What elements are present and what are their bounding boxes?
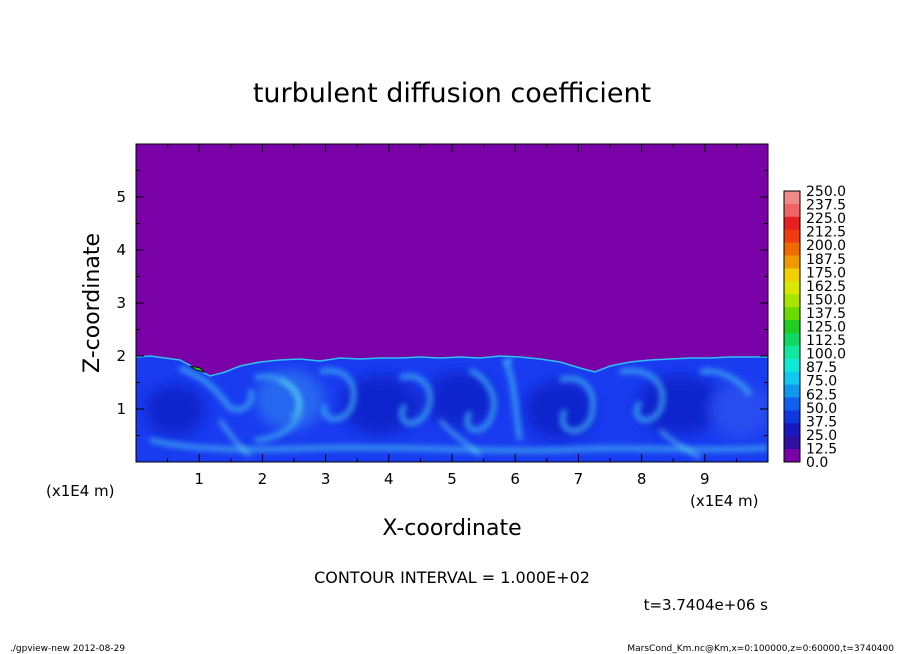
colorbar-swatch-1 bbox=[784, 203, 800, 218]
x-tick-label-5: 6 bbox=[510, 470, 520, 488]
colorbar-swatch-6 bbox=[784, 268, 800, 282]
colorbar-label-17: 37.5 bbox=[806, 414, 837, 430]
colorbar-label-1: 237.5 bbox=[806, 198, 846, 214]
contour-interval: CONTOUR INTERVAL = 1.000E+02 bbox=[314, 568, 590, 587]
y-tick-label-3: 4 bbox=[116, 241, 126, 259]
colorbar-label-9: 137.5 bbox=[806, 306, 846, 322]
colorbar-label-6: 175.0 bbox=[806, 265, 846, 281]
x-tick-label-0: 1 bbox=[194, 470, 204, 488]
colorbar-label-4: 200.0 bbox=[806, 238, 846, 254]
colorbar-swatch-20 bbox=[784, 449, 800, 463]
x-tick-label-3: 4 bbox=[384, 470, 394, 488]
colorbar-label-11: 112.5 bbox=[806, 333, 846, 349]
colorbar-swatch-9 bbox=[784, 307, 800, 321]
plot-area bbox=[135, 143, 769, 463]
colorbar-label-16: 50.0 bbox=[806, 401, 837, 417]
y-axis-label: Z-coordinate bbox=[80, 233, 105, 373]
footer-left: ./gpview-new 2012-08-29 bbox=[10, 644, 125, 654]
colorbar-swatch-12 bbox=[784, 345, 800, 360]
x-tick-label-4: 5 bbox=[447, 470, 457, 488]
high-value-patch bbox=[189, 365, 206, 373]
colorbar-label-5: 187.5 bbox=[806, 252, 846, 268]
x-tick-label-2: 3 bbox=[321, 470, 331, 488]
colorbar-swatch-2 bbox=[784, 216, 800, 231]
turbulent-field bbox=[136, 355, 768, 462]
x-tick-labels: 1 2 3 4 5 6 7 8 9 bbox=[194, 470, 709, 488]
colorbar-label-8: 150.0 bbox=[806, 292, 846, 308]
colorbar-swatch-5 bbox=[784, 255, 800, 269]
colorbar-label-7: 162.5 bbox=[806, 279, 846, 295]
y-tick-label-4: 5 bbox=[116, 188, 126, 206]
chart-title: turbulent diffusion coefficient bbox=[253, 78, 651, 109]
colorbar-swatch-14 bbox=[784, 371, 800, 385]
colorbar-label-0: 250.0 bbox=[806, 184, 846, 200]
colorbar-swatch-4 bbox=[784, 242, 800, 256]
colorbar-swatch-10 bbox=[784, 320, 800, 334]
colorbar-label-12: 100.0 bbox=[806, 347, 846, 363]
colorbar-label-15: 62.5 bbox=[806, 387, 837, 403]
colorbar-swatch-18 bbox=[784, 423, 800, 437]
colorbar-swatch-17 bbox=[784, 410, 800, 424]
x-tick-label-1: 2 bbox=[258, 470, 268, 488]
layer-top-edge bbox=[136, 355, 768, 377]
x-tick-marks bbox=[167, 144, 737, 462]
colorbar-swatch-19 bbox=[784, 436, 800, 450]
colorbar-swatch-11 bbox=[784, 332, 800, 347]
y-tick-label-2: 3 bbox=[116, 294, 126, 312]
y-tick-marks bbox=[136, 170, 768, 436]
x-unit-label: (x1E4 m) bbox=[690, 492, 759, 510]
colorbar-label-3: 212.5 bbox=[806, 225, 846, 241]
colorbar-swatch-15 bbox=[784, 384, 800, 398]
colorbar-swatch-0 bbox=[784, 191, 800, 205]
x-tick-label-7: 8 bbox=[637, 470, 647, 488]
colorbar-swatch-3 bbox=[784, 229, 800, 243]
colorbar-label-19: 12.5 bbox=[806, 441, 837, 457]
colorbar-swatch-8 bbox=[784, 294, 800, 308]
y-tick-label-1: 2 bbox=[116, 347, 126, 365]
colorbar-label-20: 0.0 bbox=[806, 455, 828, 471]
y-tick-label-0: 1 bbox=[116, 400, 126, 418]
footer-right: MarsCond_Km.nc@Km,x=0:100000,z=0:60000,t… bbox=[627, 644, 894, 654]
colorbar-swatch-13 bbox=[784, 358, 800, 372]
colorbar-label-13: 87.5 bbox=[806, 360, 837, 376]
colorbar-frame bbox=[783, 190, 801, 463]
x-tick-label-6: 7 bbox=[574, 470, 584, 488]
z-unit-label: (x1E4 m) bbox=[46, 482, 115, 500]
colorbar-label-18: 25.0 bbox=[806, 428, 837, 444]
colorbar bbox=[783, 190, 801, 463]
colorbar-swatch-16 bbox=[784, 397, 800, 411]
x-tick-label-8: 9 bbox=[700, 470, 710, 488]
x-axis-label: X-coordinate bbox=[382, 516, 521, 541]
colorbar-swatch-7 bbox=[784, 281, 800, 295]
colorbar-labels: 250.0237.5225.0212.5200.0187.5175.0162.5… bbox=[806, 184, 846, 471]
colorbar-label-14: 75.0 bbox=[806, 374, 837, 390]
time-label: t=3.7404e+06 s bbox=[644, 596, 769, 614]
colorbar-label-10: 125.0 bbox=[806, 320, 846, 336]
y-tick-labels: 1 2 3 4 5 bbox=[116, 188, 126, 418]
colorbar-label-2: 225.0 bbox=[806, 211, 846, 227]
